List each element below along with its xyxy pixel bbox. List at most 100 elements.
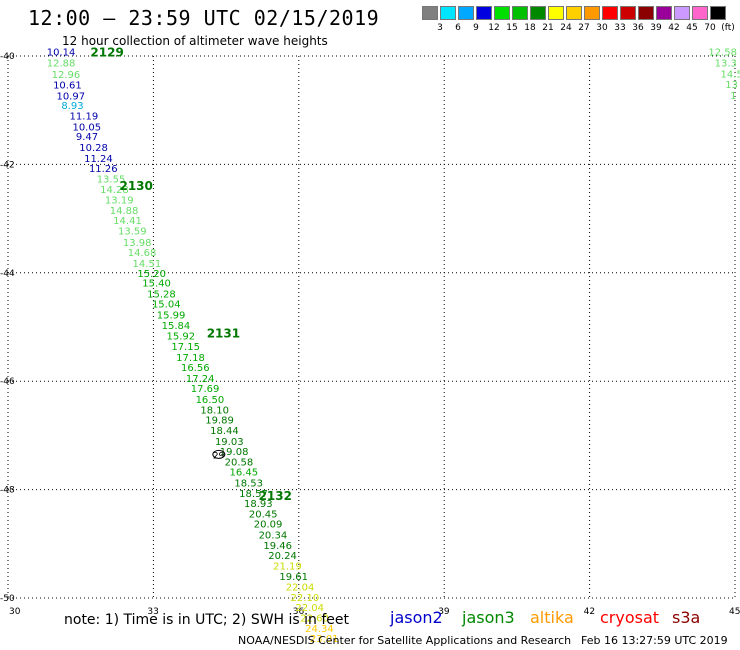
wave-height-label: 15.04 [152, 300, 181, 311]
wave-height-label: 13.55 [97, 174, 126, 185]
wave-height-label: 8.93 [61, 101, 83, 112]
legend-tick-label: 21 [542, 23, 554, 33]
wave-height-label: 10.14 [47, 48, 76, 59]
legend-swatch [422, 6, 438, 20]
wave-height-label: 19.89 [205, 416, 234, 427]
legend-swatch [458, 6, 474, 20]
wave-height-label: 15.84 [162, 321, 191, 332]
wave-height-label: 9.47 [76, 132, 98, 143]
wave-height-label: 20.58 [225, 457, 254, 468]
legend-swatch [440, 6, 456, 20]
wave-height-label: 19.46 [263, 541, 292, 552]
pass-number-label: 2130 [119, 179, 152, 193]
legend-swatch [710, 6, 726, 20]
legend-tick-label: 30 [596, 23, 608, 33]
lon-tick-label: 45 [729, 607, 740, 617]
wave-height-label: 19.08 [220, 447, 249, 458]
wave-height-label: 18.44 [210, 426, 239, 437]
lon-tick-label: 42 [584, 607, 595, 617]
wave-height-label: 23.01 [310, 634, 339, 645]
track-marker-label: 29 [213, 451, 225, 461]
wave-height-label: 17.18 [176, 353, 205, 364]
legend-tick-label: 6 [455, 23, 461, 33]
wave-height-label: 20.24 [268, 551, 297, 562]
satellite-label-cryosat: cryosat [600, 608, 660, 627]
legend-tick-label: 45 [686, 23, 698, 33]
wave-height-label: 15.28 [147, 289, 176, 300]
wave-height-label: 15.20 [137, 269, 166, 280]
lat-tick-label: -42 [0, 160, 15, 170]
legend-swatch [512, 6, 528, 20]
wave-height-label: 12.96 [52, 70, 81, 81]
lon-tick-label: 33 [147, 607, 158, 617]
wave-height-label: 11.24 [84, 154, 113, 165]
legend-swatch [566, 6, 582, 20]
legend-tick-label: 15 [506, 23, 518, 33]
legend-swatch [584, 6, 600, 20]
wave-height-label: 21.19 [273, 561, 302, 572]
pass-number-label: 2131 [207, 326, 240, 340]
wave-height-label: 14.41 [113, 216, 142, 227]
wave-height-label: 15.99 [157, 311, 186, 322]
legend-swatch [692, 6, 708, 20]
legend-tick-label: 9 [473, 23, 479, 33]
satellite-label-jason3: jason3 [462, 608, 515, 627]
legend-tick-label: 33 [614, 23, 626, 33]
wave-height-label: 20.09 [254, 520, 283, 531]
legend-tick-label: 3 [437, 23, 443, 33]
wave-height-label: 14.5 [720, 69, 740, 80]
color-legend: 3 6 9 12 15 18 21 24 27 30 33 36 39 42 45 70 (ft) [422, 6, 738, 40]
wave-height-label: 11.19 [70, 112, 99, 123]
wave-height-label: 19.61 [279, 572, 308, 583]
wave-height-label: 12.58 [708, 48, 737, 59]
page-subtitle: 12 hour collection of altimeter wave hei… [62, 34, 328, 48]
wave-height-label: 14.68 [128, 248, 157, 259]
legend-tick-label: 18 [524, 23, 536, 33]
wave-height-label: 13 [725, 80, 738, 91]
lon-tick-label: 39 [438, 607, 450, 617]
satellite-label-s3a: s3a [672, 608, 701, 627]
wave-height-label: 16.50 [196, 395, 225, 406]
legend-tick-label: 39 [650, 23, 662, 33]
wave-height-label: 17.69 [191, 384, 220, 395]
wave-height-label: 18.57 [239, 489, 268, 500]
legend-swatch [620, 6, 636, 20]
legend-swatch [638, 6, 654, 20]
wave-height-label: 14.88 [110, 206, 139, 217]
pass-number-label: 2129 [90, 46, 123, 60]
wave-height-label: 20.45 [249, 509, 278, 520]
footer-timestamp: Feb 16 13:27:59 UTC 2019 [581, 634, 728, 647]
wave-height-label: 13.19 [105, 196, 134, 207]
legend-tick-label: 27 [578, 23, 590, 33]
legend-tick-label: 42 [668, 23, 680, 33]
legend-swatch [530, 6, 546, 20]
wave-height-label: 13.59 [118, 227, 147, 238]
wave-height-label: 18.53 [234, 479, 263, 490]
wave-height-label: 20.34 [259, 531, 288, 542]
legend-swatch [674, 6, 690, 20]
wave-height-label: 17.15 [171, 342, 200, 353]
wave-height-label: 15.92 [166, 332, 195, 343]
lat-tick-label: -50 [0, 594, 15, 604]
legend-tick-label: 70 [704, 23, 716, 33]
satellite-label-jason2: jason2 [390, 608, 443, 627]
wave-height-label: 16.56 [181, 363, 210, 374]
lat-tick-label: -40 [0, 52, 15, 62]
wave-height-label: 22.10 [291, 593, 320, 604]
wave-height-label: 22.60 [300, 614, 329, 625]
wave-height-label: 13.98 [123, 238, 152, 249]
legend-swatch [656, 6, 672, 20]
wave-height-label: 17.24 [186, 374, 215, 385]
wave-height-label: 13.3 [715, 59, 737, 70]
wave-height-label: 24.34 [305, 624, 334, 635]
wave-height-label: 16.45 [229, 468, 258, 479]
legend-tick-label: 12 [488, 23, 500, 33]
lat-tick-label: -48 [0, 486, 15, 496]
legend-swatch [476, 6, 492, 20]
wave-height-label: 18.93 [244, 499, 273, 510]
legend-swatch [494, 6, 510, 20]
note-text: note: 1) Time is in UTC; 2) SWH is in fe… [64, 612, 350, 628]
wave-height-label: 11.26 [89, 164, 118, 175]
pass-number-label: 2132 [259, 489, 292, 503]
